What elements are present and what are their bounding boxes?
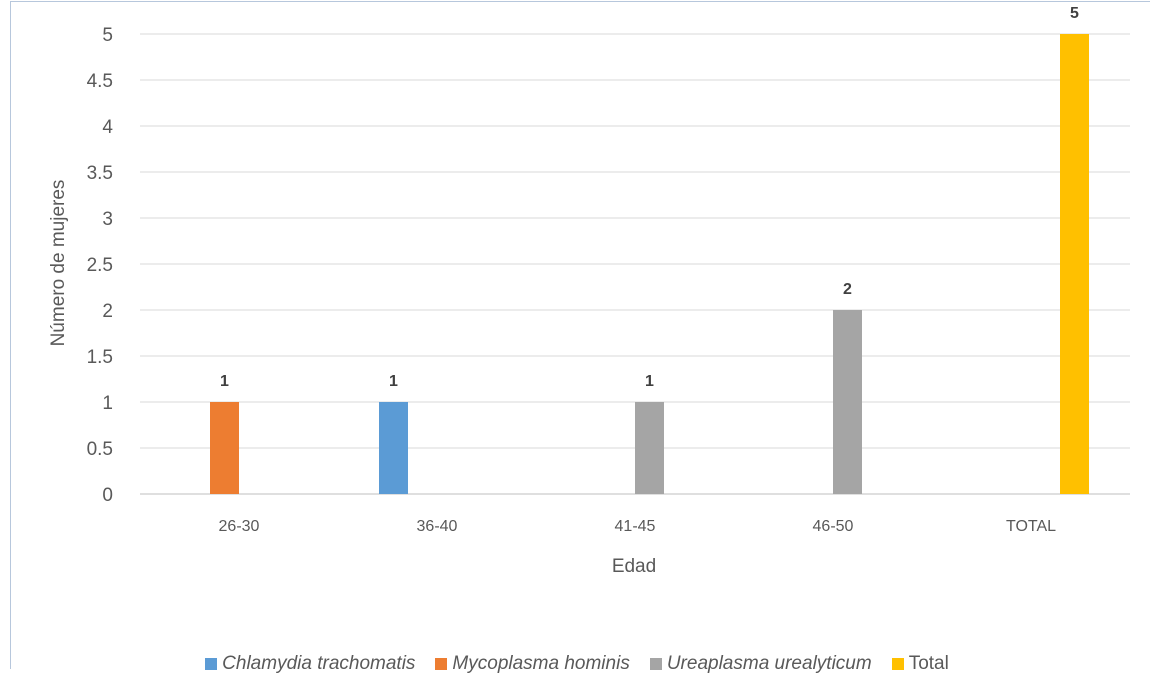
legend-label: Ureaplasma urealyticum	[666, 653, 872, 674]
y-tick-label: 0	[102, 485, 113, 506]
x-tick-label: 36-40	[417, 518, 458, 535]
x-tick-label: 26-30	[219, 518, 260, 535]
legend-item-ureaplasma-urealyticum: Ureaplasma urealyticum	[649, 653, 872, 675]
legend-item-total: Total	[891, 653, 949, 675]
data-label: 2	[843, 281, 852, 298]
y-tick-label: 2	[102, 301, 113, 322]
y-tick-label: 0.5	[87, 439, 113, 460]
legend-swatch	[891, 658, 904, 670]
legend-item-mycoplasma-hominis: Mycoplasma hominis	[435, 653, 630, 675]
legend-item-chlamydia-trachomatis: Chlamydia trachomatis	[205, 653, 415, 675]
y-tick-label: 4	[102, 117, 113, 138]
data-label: 5	[1070, 5, 1079, 22]
y-tick-label: 3	[102, 209, 113, 230]
data-label: 1	[220, 373, 229, 390]
y-axis-ticks: 0 0.5 1 1.5 2 2.5 3 3.5 4 4.5 5	[87, 25, 114, 506]
y-axis-title: Número de mujeres	[48, 180, 69, 347]
y-tick-label: 5	[102, 25, 113, 46]
legend-label: Chlamydia trachomatis	[222, 653, 416, 674]
data-label: 1	[389, 373, 398, 390]
y-tick-label: 1.5	[87, 347, 113, 368]
legend-swatch	[435, 658, 448, 670]
legend-label: Total	[908, 653, 949, 674]
legend-swatch	[649, 658, 662, 670]
bars	[210, 34, 1089, 494]
x-tick-label: TOTAL	[1006, 518, 1056, 535]
bar-46-50-ureaplasma-urealyticum	[833, 310, 862, 494]
legend-swatch	[205, 658, 218, 670]
y-tick-label: 2.5	[87, 255, 113, 276]
y-tick-label: 4.5	[87, 71, 113, 92]
x-tick-label: 41-45	[615, 518, 656, 535]
y-tick-label: 3.5	[87, 163, 113, 184]
bar-26-30-mycoplasma-hominis	[210, 402, 239, 494]
bar-36-40-chlamydia-trachomatis	[379, 402, 408, 494]
x-tick-label: 46-50	[813, 518, 854, 535]
bar-41-45-ureaplasma-urealyticum	[635, 402, 664, 494]
legend-label: Mycoplasma hominis	[452, 653, 630, 674]
y-tick-label: 1	[102, 393, 113, 414]
bar-total-total	[1060, 34, 1089, 494]
x-axis-title: Edad	[612, 556, 656, 577]
legend: Chlamydia trachomatis Mycoplasma hominis U…	[0, 650, 1154, 678]
x-axis-ticks: 26-30 36-40 41-45 46-50 TOTAL	[219, 518, 1057, 535]
data-labels: 1 1 1 2 5	[220, 5, 1079, 390]
data-label: 1	[645, 373, 654, 390]
chart-frame	[10, 1, 1150, 669]
